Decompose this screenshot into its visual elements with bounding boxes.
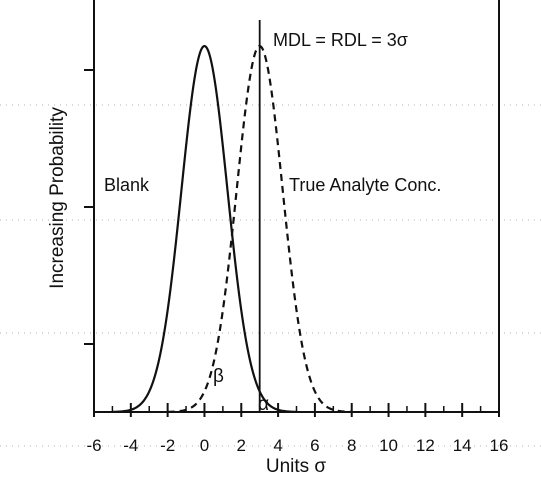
mdl-label: MDL = RDL = 3σ [273,30,408,50]
x-tick-label: 4 [273,436,282,455]
plot-frame [93,0,500,413]
alpha-label: α [258,394,269,415]
x-tick-label: 12 [416,436,435,455]
y-axis-ticks [84,69,94,345]
x-tick-label: 14 [453,436,472,455]
x-tick-label: -2 [160,436,175,455]
x-tick-label: -4 [123,436,138,455]
series-label-blank: Blank [104,175,150,195]
x-tick-label: 16 [490,436,509,455]
dotted-guides [0,104,541,447]
y-axis-title: Increasing Probability [47,107,68,289]
x-tick-label: 10 [379,436,398,455]
x-tick-label: 6 [310,436,319,455]
x-axis-tick-labels: -6 -4 -2 0 2 4 6 8 10 12 14 16 [86,436,508,455]
beta-label: β [213,366,224,387]
x-axis-ticks [93,403,500,417]
x-tick-label: -6 [86,436,101,455]
x-tick-label: 8 [347,436,356,455]
x-tick-label: 0 [200,436,209,455]
blank-curve [112,44,297,413]
x-tick-label: 2 [237,436,246,455]
series-label-analyte: True Analyte Conc. [289,175,441,195]
x-axis-title: Units σ [266,456,327,477]
